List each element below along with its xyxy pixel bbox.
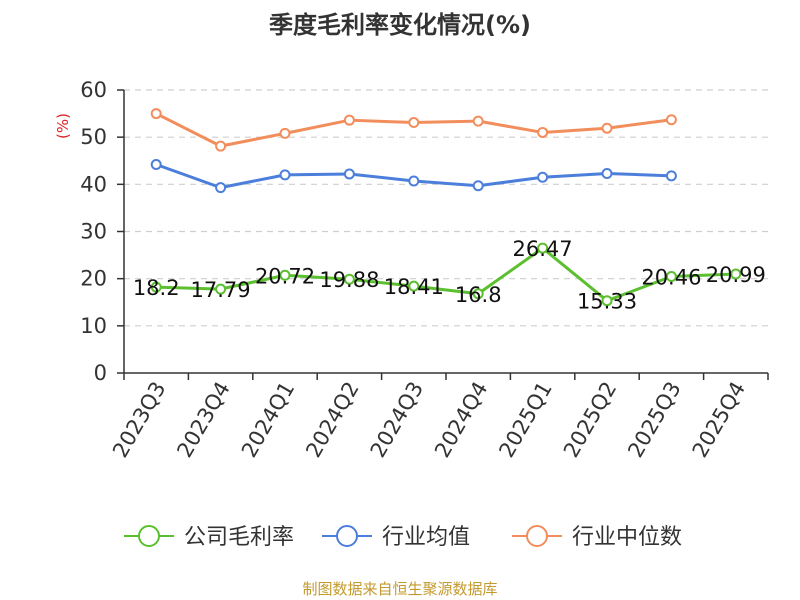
x-tick-label: 2025Q2 [559, 378, 621, 462]
legend-marker [526, 525, 548, 547]
data-point [279, 169, 291, 181]
data-point [601, 295, 613, 307]
data-point [537, 171, 549, 183]
legend-marker [138, 525, 160, 547]
legend-item: 公司毛利率 [124, 525, 294, 550]
data-point [537, 126, 549, 138]
x-tick-label: 2024Q1 [237, 378, 299, 462]
data-point [665, 270, 677, 282]
data-label: 20.99 [706, 263, 766, 287]
data-point [472, 180, 484, 192]
data-point [215, 283, 227, 295]
data-label: 19.88 [319, 268, 379, 292]
y-tick-label: 40 [80, 172, 107, 196]
x-tick-label: 2025Q1 [494, 378, 556, 462]
data-label: 20.46 [641, 265, 701, 289]
x-axis-ticks: 2023Q3 2023Q4 2024Q1 2024Q2 2024Q3 2024Q4 2025… [108, 373, 769, 462]
data-point [730, 268, 742, 280]
data-label: 26.47 [513, 237, 573, 261]
data-label: 18.41 [384, 275, 444, 299]
data-point [343, 273, 355, 285]
x-tick-label: 2023Q3 [108, 378, 170, 462]
data-point [279, 269, 291, 281]
data-point [472, 115, 484, 127]
data-point [150, 108, 162, 120]
data-point [408, 117, 420, 129]
data-point [408, 280, 420, 292]
data-label: 20.72 [255, 264, 315, 288]
y-axis-unit: (%) [54, 113, 72, 139]
x-tick-label: 2025Q3 [623, 378, 685, 462]
x-tick-label: 2024Q2 [301, 378, 363, 462]
data-point [472, 288, 484, 300]
legend-label: 行业均值 [382, 525, 470, 550]
y-tick-label: 60 [80, 78, 107, 102]
data-point [343, 168, 355, 180]
x-tick-label: 2024Q3 [366, 378, 428, 462]
y-tick-label: 50 [80, 125, 107, 149]
data-point [215, 140, 227, 152]
x-tick-label: 2023Q4 [172, 378, 234, 462]
source-note: 制图数据来自恒生聚源数据库 [302, 580, 497, 598]
legend-marker [336, 525, 358, 547]
data-point [279, 127, 291, 139]
x-tick-label: 2024Q4 [430, 378, 492, 462]
legend: 公司毛利率 行业均值 行业中位数 [124, 525, 682, 550]
data-point [601, 167, 613, 179]
data-point [537, 242, 549, 254]
data-point [150, 281, 162, 293]
y-tick-label: 20 [80, 267, 107, 291]
legend-label: 公司毛利率 [184, 525, 294, 550]
data-point [150, 159, 162, 171]
data-point [408, 175, 420, 187]
y-tick-label: 0 [94, 361, 107, 385]
data-point [665, 170, 677, 182]
legend-label: 行业中位数 [572, 525, 682, 550]
data-point [215, 182, 227, 194]
legend-item: 行业中位数 [512, 525, 682, 550]
x-tick-label: 2025Q4 [688, 378, 750, 462]
data-label: 15.33 [577, 290, 637, 314]
legend-item: 行业均值 [322, 525, 470, 550]
series-line [156, 246, 736, 303]
data-point [343, 114, 355, 126]
data-label: 17.79 [191, 278, 251, 302]
data-point [665, 114, 677, 126]
data-label: 18.2 [133, 276, 180, 300]
data-point [601, 122, 613, 134]
chart-title: 季度毛利率变化情况(%) [269, 11, 531, 39]
y-tick-label: 30 [80, 220, 107, 244]
series-layer [150, 108, 742, 307]
y-tick-label: 10 [80, 314, 107, 338]
y-axis-ticks: 0 10 20 30 40 50 60 [80, 78, 124, 385]
data-label: 16.8 [455, 283, 502, 307]
